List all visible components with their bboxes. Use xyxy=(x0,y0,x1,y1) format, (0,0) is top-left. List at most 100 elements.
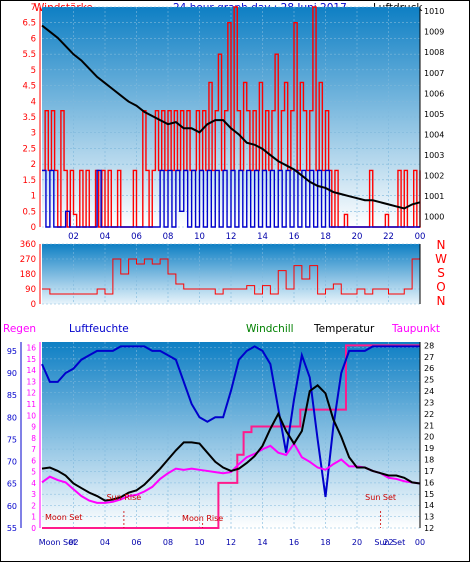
wind-tick-label: 5.5 xyxy=(22,50,36,60)
temperature-tick-label: 13 xyxy=(424,513,434,522)
temperature-tick-label: 24 xyxy=(424,387,434,396)
wind-tick-label: 1.5 xyxy=(22,176,36,186)
humidity-tick-label: 75 xyxy=(7,435,17,444)
time-tick-label: 08 xyxy=(163,232,174,242)
temp-time-tick-label: 00 xyxy=(415,538,425,547)
wind-tick-label: 3 xyxy=(31,129,36,139)
rain-tick-label: 13 xyxy=(26,377,36,386)
wind-tick-label: 6 xyxy=(31,34,36,44)
wind-tick-label: 3.5 xyxy=(22,113,36,123)
temperature-tick-label: 27 xyxy=(424,353,434,362)
compass-direction-label: S xyxy=(437,266,445,280)
moon-set-label: Moon Set xyxy=(45,513,82,522)
rain-line xyxy=(42,344,420,529)
wind-direction-line xyxy=(42,258,421,295)
temperature-tick-label: 28 xyxy=(424,341,434,350)
direction-tick-label: 0 xyxy=(31,300,36,310)
temperature-tick-label: 25 xyxy=(424,376,434,385)
rain-tick-label: 1 xyxy=(31,513,36,522)
temp-time-tick-label: 10 xyxy=(194,538,204,547)
wind-tick-label: 7 xyxy=(31,3,36,13)
rain-tick-label: 8 xyxy=(31,434,36,443)
sun-set-label: Sun Set xyxy=(365,493,396,502)
legend-regen: Regen xyxy=(3,323,36,335)
wind-tick-label: 4 xyxy=(31,97,36,107)
time-tick-label: 10 xyxy=(194,232,205,242)
pressure-tick-label: 1007 xyxy=(424,69,444,78)
direction-tick-label: 270 xyxy=(20,255,36,265)
wind-tick-label: 2 xyxy=(31,160,36,170)
temperature-tick-label: 23 xyxy=(424,398,434,407)
temperature-tick-label: 17 xyxy=(424,467,434,476)
legend-temperatur: Temperatur xyxy=(313,323,375,335)
wind-tick-label: 6.5 xyxy=(22,19,36,29)
rain-tick-label: 4 xyxy=(31,479,36,488)
compass-direction-label: O xyxy=(436,280,445,294)
pressure-tick-label: 1006 xyxy=(424,89,444,98)
wind-tick-label: 1 xyxy=(31,192,36,202)
humidity-tick-label: 70 xyxy=(7,458,17,467)
temp-time-tick-label: 12 xyxy=(226,538,236,547)
rain-tick-label: 9 xyxy=(31,423,36,432)
pressure-tick-label: 1000 xyxy=(424,213,444,222)
rain-tick-label: 5 xyxy=(31,468,36,477)
pressure-tick-label: 1010 xyxy=(424,7,444,16)
wind-tick-label: 5 xyxy=(31,66,36,76)
time-tick-label: 06 xyxy=(131,232,142,242)
rain-tick-label: 6 xyxy=(31,456,36,465)
temperature-tick-label: 26 xyxy=(424,364,434,373)
rain-tick-label: 2 xyxy=(31,501,36,510)
temperature-tick-label: 15 xyxy=(424,490,434,499)
rain-tick-label: 3 xyxy=(31,490,36,499)
legend-taupunkt: Taupunkt xyxy=(391,323,440,335)
moon-rise-label: Moon Rise xyxy=(182,514,223,523)
direction-tick-label: 180 xyxy=(20,270,36,280)
pressure-tick-label: 1008 xyxy=(424,48,444,57)
temp-time-tick-label: 06 xyxy=(131,538,141,547)
pressure-tick-label: 1009 xyxy=(424,28,444,37)
temp-time-tick-label: 08 xyxy=(163,538,173,547)
rain-tick-label: 10 xyxy=(26,411,36,420)
temperature-tick-label: 19 xyxy=(424,444,434,453)
compass-direction-label: W xyxy=(435,252,447,266)
temperature-tick-label: 16 xyxy=(424,478,434,487)
wind-speed-line xyxy=(42,6,421,228)
time-tick-label: 02 xyxy=(68,232,79,242)
time-tick-label: 12 xyxy=(226,232,237,242)
humidity-tick-label: 60 xyxy=(7,502,17,511)
temperature-line xyxy=(41,384,421,502)
pressure-tick-label: 1002 xyxy=(424,172,444,181)
legend-windchill: Windchill xyxy=(246,323,294,335)
temperature-tick-label: 21 xyxy=(424,421,434,430)
time-tick-label: 14 xyxy=(257,232,268,242)
temperature-tick-label: 14 xyxy=(424,501,434,510)
wind-tick-label: 0 xyxy=(31,223,36,233)
time-tick-label: 04 xyxy=(100,232,111,242)
compass-direction-label: N xyxy=(437,238,446,252)
humidity-tick-label: 65 xyxy=(7,480,17,489)
time-tick-label: 20 xyxy=(352,232,363,242)
rain-tick-label: 16 xyxy=(26,344,36,353)
wind-tick-label: 2.5 xyxy=(22,144,36,154)
pressure-line xyxy=(41,24,421,210)
temp-time-tick-label: 20 xyxy=(352,538,362,547)
temp-time-tick-label: Moon Set xyxy=(39,538,76,547)
humidity-tick-label: 90 xyxy=(7,369,17,378)
rain-tick-label: 11 xyxy=(26,400,36,409)
temp-time-tick-label: Sun Set xyxy=(374,538,405,547)
time-tick-label: 00 xyxy=(415,232,426,242)
sun-rise-label: Sun Rise xyxy=(107,493,142,502)
humidity-tick-label: 80 xyxy=(7,413,17,422)
time-tick-label: 16 xyxy=(289,232,300,242)
temp-time-tick-label: 18 xyxy=(320,538,330,547)
time-tick-label: 22 xyxy=(383,232,394,242)
rain-tick-label: 15 xyxy=(26,355,36,364)
temp-time-tick-label: 14 xyxy=(257,538,267,547)
pressure-tick-label: 1001 xyxy=(424,192,444,201)
humidity-tick-label: 95 xyxy=(7,347,17,356)
temperature-tick-label: 22 xyxy=(424,410,434,419)
humidity-line xyxy=(41,345,420,498)
rain-tick-label: 7 xyxy=(31,445,36,454)
temperature-tick-label: 12 xyxy=(424,524,434,533)
